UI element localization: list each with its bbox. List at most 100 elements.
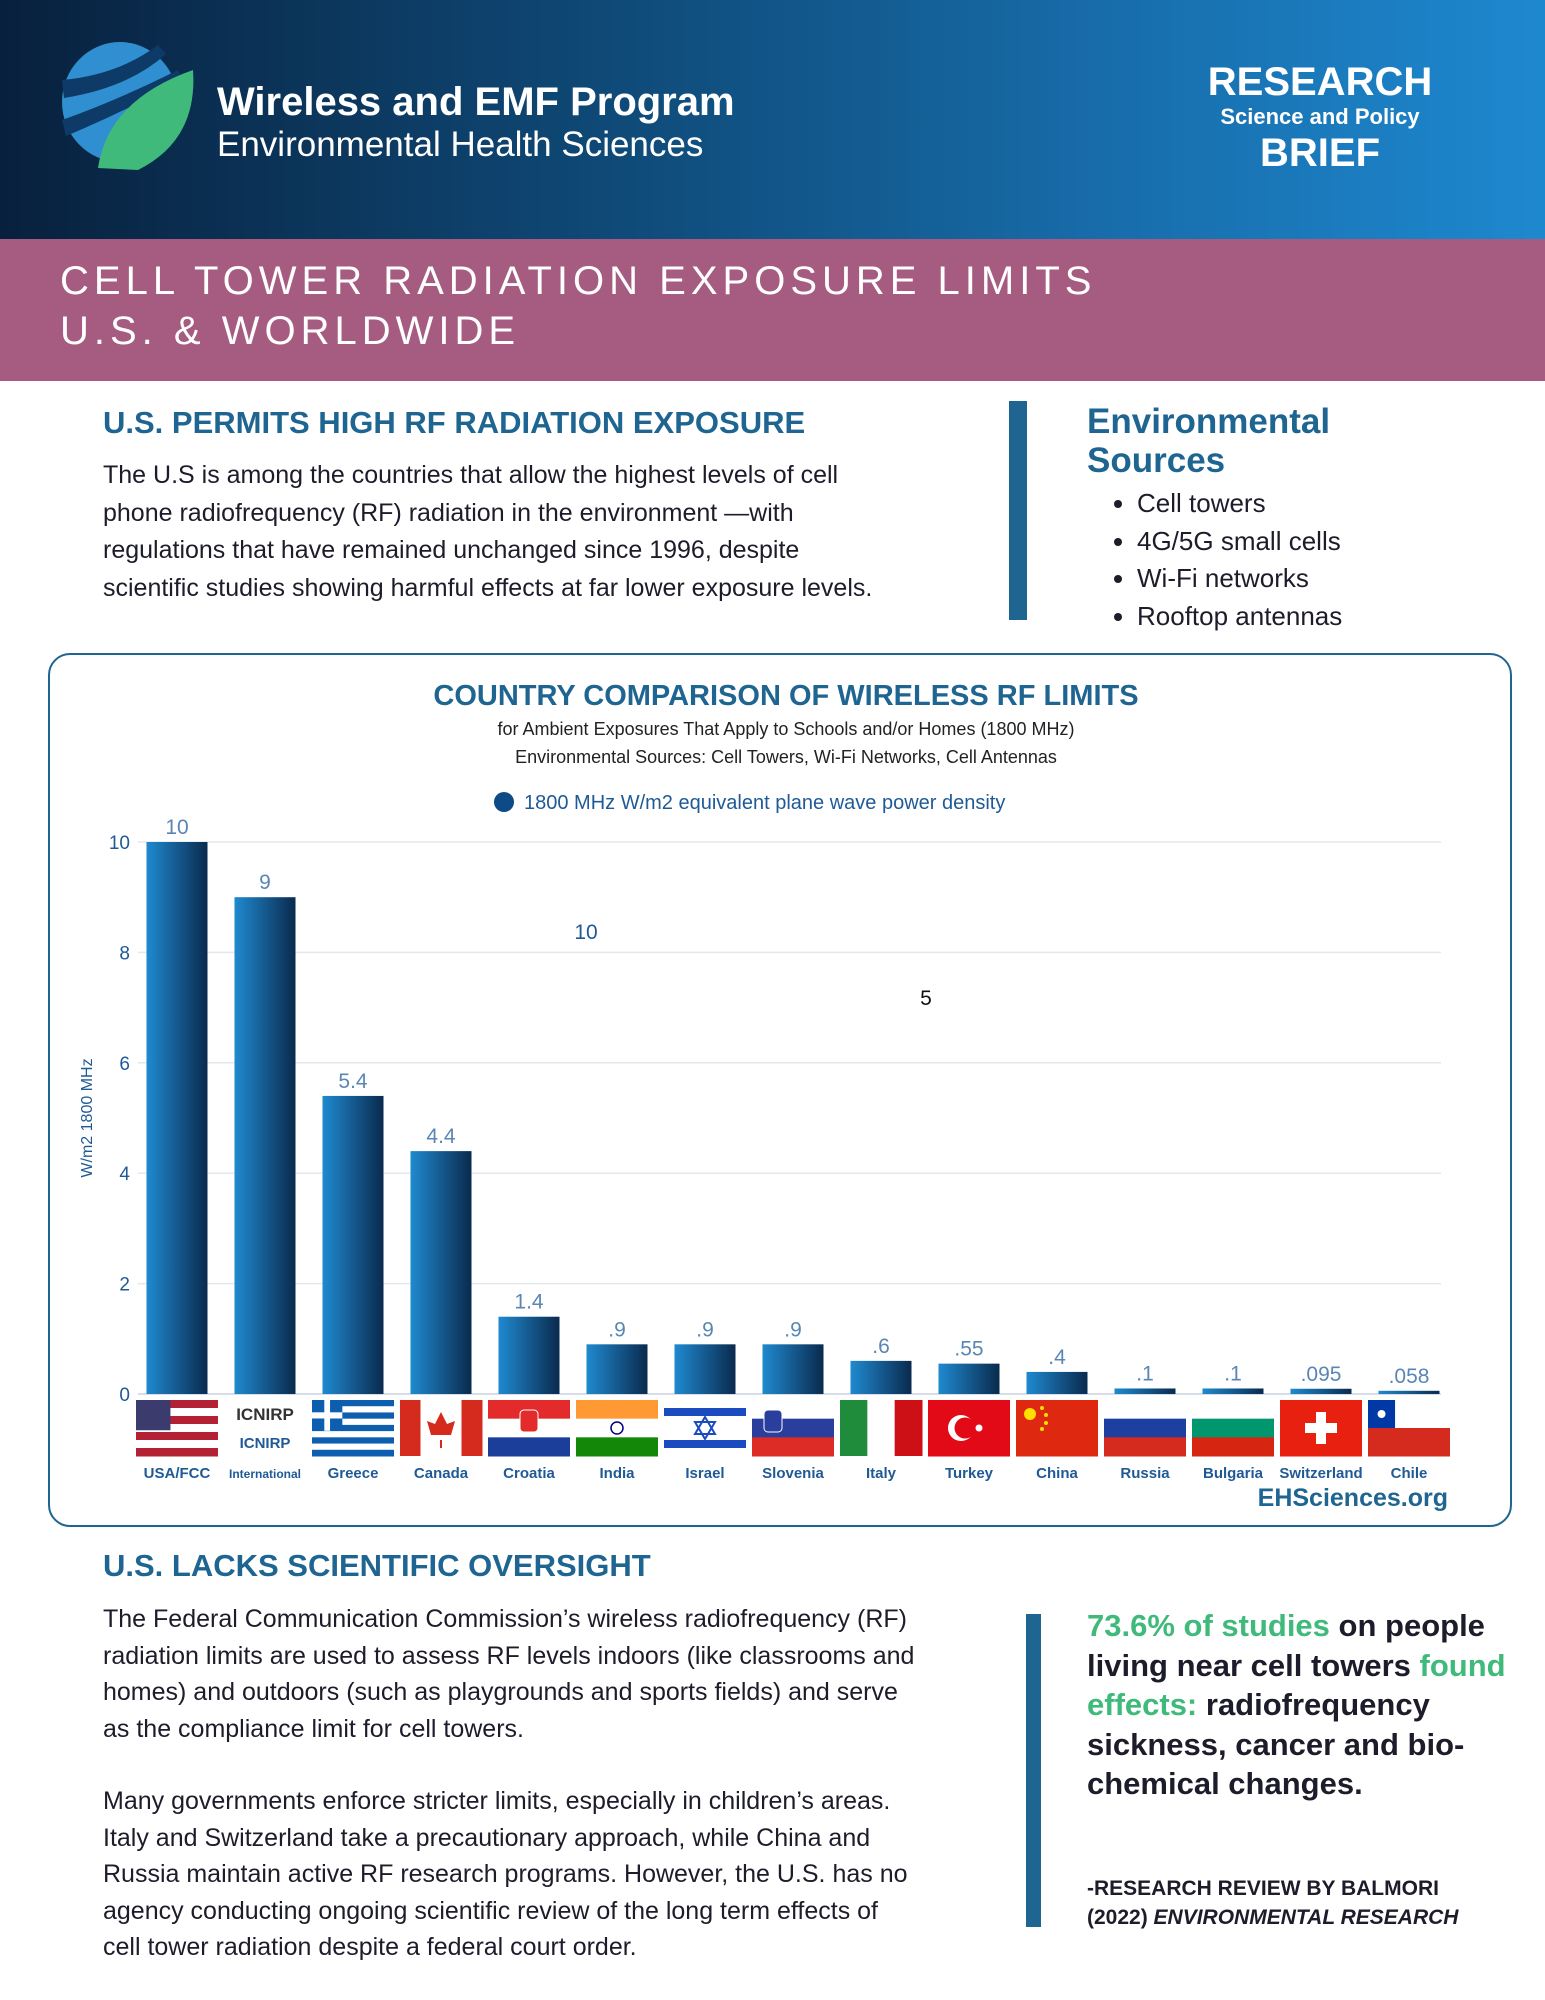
data-label: .9 xyxy=(696,1318,714,1341)
flag-russia-icon xyxy=(1104,1437,1186,1457)
coat-of-arms-icon xyxy=(763,1409,783,1433)
coat-of-arms-icon xyxy=(519,1409,539,1433)
flag-israel-icon xyxy=(664,1424,746,1433)
bar-chart: COUNTRY COMPARISON OF WIRELESS RF LIMITS… xyxy=(79,680,1450,1512)
star-icon xyxy=(1040,1427,1044,1431)
quote-highlight: found effects: xyxy=(1087,1647,1506,1723)
brief-line1: RESEARCH xyxy=(1207,60,1433,104)
star-icon xyxy=(1377,1410,1386,1418)
flag-bulgaria-icon xyxy=(1192,1418,1274,1438)
data-label: .1 xyxy=(1136,1362,1154,1385)
y-tick-label: 2 xyxy=(119,1275,130,1296)
bar xyxy=(1114,1388,1176,1394)
flag-greece-icon xyxy=(312,1443,394,1451)
para-line: scientific studies showing harmful effec… xyxy=(103,573,873,602)
flag-russia-icon xyxy=(1104,1400,1186,1420)
flag-italy-icon xyxy=(840,1400,868,1456)
data-label: .9 xyxy=(784,1318,802,1341)
maple-leaf-icon xyxy=(427,1412,455,1448)
ehs-logo-icon xyxy=(62,42,194,170)
banner-line1: CELL TOWER RADIATION EXPOSURE LIMITS xyxy=(60,259,1097,303)
para-line: agency conducting ongoing scientific rev… xyxy=(103,1896,878,1925)
data-label: 10 xyxy=(165,816,188,839)
quote-attribution: -RESEARCH REVIEW BY BALMORI (2022) ENVIR… xyxy=(1087,1874,1458,1932)
flag-chile-icon xyxy=(1368,1428,1450,1457)
quote-text: on people living near cell towers xyxy=(1087,1608,1485,1683)
data-label: .6 xyxy=(872,1335,890,1358)
para-line: Russia maintain active RF research progr… xyxy=(103,1860,908,1888)
x-tick-label: USA/FCC xyxy=(144,1465,211,1482)
x-tick-label: Israel xyxy=(685,1465,724,1482)
source-link: EHSciences.org xyxy=(1258,1484,1448,1512)
bar xyxy=(234,897,296,1394)
flag-greece-icon xyxy=(312,1418,394,1426)
list-item: 4G/5G small cells xyxy=(1137,523,1342,561)
y-tick-label: 6 xyxy=(119,1054,130,1075)
attribution-line1: -RESEARCH REVIEW BY BALMORI xyxy=(1087,1877,1439,1900)
data-label: 4.4 xyxy=(426,1125,456,1148)
flag-india-icon xyxy=(576,1400,658,1420)
stray-label: 5 xyxy=(920,987,932,1010)
para-line: Many governments enforce stricter limits… xyxy=(103,1787,891,1815)
stray-label: 10 xyxy=(574,921,597,944)
flag-canada-icon xyxy=(461,1400,483,1456)
flag-israel-icon xyxy=(664,1416,746,1425)
bar xyxy=(322,1095,384,1394)
x-tick-label: Canada xyxy=(414,1465,469,1482)
flag-canada-icon xyxy=(400,1400,421,1456)
bar xyxy=(410,1151,472,1394)
star-of-david-icon xyxy=(693,1415,717,1441)
chart-panel: COUNTRY COMPARISON OF WIRELESS RF LIMITS… xyxy=(48,653,1512,1527)
program-name: Wireless and EMF Program xyxy=(217,80,735,124)
x-tick-label: Bulgaria xyxy=(1203,1465,1264,1482)
data-label: .4 xyxy=(1048,1346,1066,1369)
para-line: regulations that have remained unchanged… xyxy=(103,536,800,564)
flag-greece-icon xyxy=(312,1424,394,1432)
star-icon xyxy=(975,1424,983,1432)
flag-israel-icon xyxy=(664,1400,746,1409)
title-banner: CELL TOWER RADIATION EXPOSURE LIMITS U.S… xyxy=(0,239,1545,381)
para-line: as the compliance limit for cell towers. xyxy=(103,1714,524,1743)
data-label: .058 xyxy=(1389,1365,1430,1388)
section2-paragraph2: Many governments enforce stricter limits… xyxy=(103,1783,908,1966)
flag-india-icon xyxy=(576,1437,658,1457)
data-label: 9 xyxy=(259,871,271,894)
para-line: phone radiofrequency (RF) radiation in t… xyxy=(103,498,794,527)
flag-greece-icon xyxy=(312,1412,394,1420)
list-item: Cell towers xyxy=(1137,485,1342,523)
sources-list: Cell towers 4G/5G small cells Wi-Fi netw… xyxy=(1105,485,1342,635)
flag-greece-icon xyxy=(312,1431,394,1438)
flag-slovenia-icon xyxy=(752,1437,834,1457)
flag-canton-icon xyxy=(136,1400,171,1431)
chart-subtitle: for Ambient Exposures That Apply to Scho… xyxy=(498,719,1075,739)
x-tick-label: Greece xyxy=(328,1465,379,1482)
para-line: homes) and outdoors (such as playgrounds… xyxy=(103,1678,898,1706)
brief-line3: BRIEF xyxy=(1260,131,1380,175)
flag-usa/fcc-icon xyxy=(136,1400,218,1409)
data-label: .55 xyxy=(954,1338,983,1361)
data-label: .1 xyxy=(1224,1362,1242,1385)
chart-title: COUNTRY COMPARISON OF WIRELESS RF LIMITS xyxy=(433,680,1138,712)
quote-highlight: 73.6% of studies xyxy=(1087,1608,1330,1643)
x-tick-label: Turkey xyxy=(945,1465,994,1482)
department-name: Environmental Health Sciences xyxy=(217,125,704,164)
attribution-year: (2022) xyxy=(1087,1906,1154,1929)
x-tick-label: India xyxy=(599,1465,635,1482)
divider-bar xyxy=(1009,401,1027,620)
y-axis-label: W/m2 1800 MHz xyxy=(79,1058,96,1177)
bar xyxy=(1378,1390,1440,1394)
y-tick-label: 8 xyxy=(119,943,130,964)
data-label: 5.4 xyxy=(338,1070,368,1093)
icnirp-label: ICNIRP xyxy=(240,1435,291,1452)
flag-bulgaria-icon xyxy=(1192,1437,1274,1457)
para-line: The Federal Communication Commission’s w… xyxy=(103,1605,907,1633)
x-tick-label: Russia xyxy=(1120,1465,1170,1482)
star-icon xyxy=(1044,1413,1048,1417)
bar xyxy=(674,1344,736,1394)
bar xyxy=(1202,1388,1264,1394)
star-icon xyxy=(1024,1408,1036,1420)
y-tick-label: 4 xyxy=(119,1164,130,1185)
flag-russia-icon xyxy=(1104,1418,1186,1438)
quote-text: radiofrequency sickness, cancer and bio-… xyxy=(1087,1687,1465,1801)
pull-quote: 73.6% of studies on people living near c… xyxy=(1087,1606,1507,1804)
